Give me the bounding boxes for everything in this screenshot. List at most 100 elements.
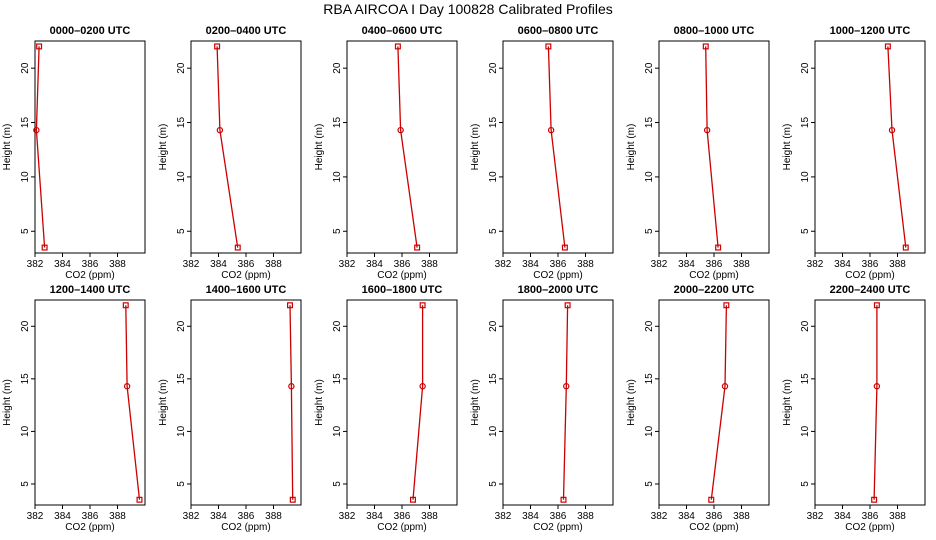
panel-11-point-marker — [721, 383, 729, 390]
panel-9-y-tick-label: 20 — [332, 320, 343, 332]
panel-9-frame — [346, 299, 458, 506]
panel-9-y-tick-label: 10 — [332, 425, 343, 437]
panel-10-y-tick-label: 5 — [488, 481, 499, 487]
panel-8-title: 1400–1600 UTC — [206, 284, 287, 296]
panel-2-y-tick-label: 20 — [176, 62, 187, 74]
panel-8-x-tick-label: 384 — [210, 511, 227, 522]
panel-2-point-marker — [214, 43, 221, 50]
panel-4-x-tick-label: 388 — [577, 259, 594, 270]
panel-8-y-tick-label: 15 — [176, 373, 187, 385]
panel-10-title: 1800–2000 UTC — [518, 284, 599, 296]
panel-11-y-tick-label: 20 — [644, 320, 655, 332]
panel-4-x-axis-label: CO2 (ppm) — [533, 270, 582, 281]
panel-10-y-axis-label: Height (m) — [470, 379, 481, 426]
panel-12-profile-line — [873, 305, 878, 500]
panel-1-title: 0000–0200 UTC — [50, 25, 131, 37]
panel-8-x-axis-label: CO2 (ppm) — [221, 522, 270, 533]
panel-1-x-tick-label: 384 — [54, 259, 71, 270]
panel-4-x-tick-label: 386 — [550, 259, 567, 270]
panel-2-x-tick-label: 386 — [238, 259, 255, 270]
panel-3-y-axis-label: Height (m) — [314, 124, 325, 171]
panel-9-y-tick-label: 5 — [332, 481, 343, 487]
panel-5-y-axis-label: Height (m) — [626, 124, 637, 171]
panel-5-x-tick-label: 382 — [651, 259, 668, 270]
panel-2-point-marker — [216, 126, 224, 134]
panel-3-y-tick-label: 5 — [332, 228, 343, 234]
panel-3-y-tick-label: 20 — [332, 62, 343, 74]
panel-1-y-tick-label: 20 — [20, 62, 31, 74]
panel-7-profile-line — [125, 305, 141, 500]
panel-10-frame — [502, 299, 614, 506]
panel-6-frame — [814, 40, 926, 254]
panel-4-profile-line — [547, 46, 566, 248]
panel-10-y-tick-label: 15 — [488, 373, 499, 385]
panel-7-point-marker — [122, 302, 129, 309]
panel-7-x-axis-label: CO2 (ppm) — [65, 522, 114, 533]
panel-3-profile-line — [397, 46, 418, 248]
panel-2-x-axis-label: CO2 (ppm) — [221, 270, 270, 281]
panel-11-profile-line — [710, 305, 728, 500]
panel-11-y-tick-label: 10 — [644, 425, 655, 437]
panel-11-x-tick-label: 388 — [733, 511, 750, 522]
panel-1-point-marker — [36, 43, 43, 50]
panel-5-point-marker — [703, 126, 711, 134]
panel-7-point-marker — [136, 496, 143, 503]
panel-9-point-marker — [410, 496, 417, 503]
panel-3-point-marker — [397, 126, 404, 134]
panel-4-y-axis-label: Height (m) — [470, 124, 481, 171]
panel-7-x-tick-label: 386 — [82, 511, 99, 522]
panel-8-x-tick-label: 382 — [183, 511, 200, 522]
panel-1-point-marker — [41, 244, 48, 251]
panel-8-y-tick-label: 5 — [176, 481, 187, 487]
panel-6-point-marker — [902, 244, 909, 251]
panel-6-y-tick-label: 5 — [800, 228, 811, 234]
panel-1-profile-line — [35, 46, 46, 248]
panel-11-y-axis-label: Height (m) — [626, 379, 637, 426]
panel-6-y-axis-label: Height (m) — [782, 124, 793, 171]
panel-2-y-tick-label: 5 — [176, 228, 187, 234]
panel-7-x-tick-label: 388 — [109, 511, 126, 522]
panel-10-y-tick-label: 20 — [488, 320, 499, 332]
panel-2-x-tick-label: 388 — [265, 259, 282, 270]
panel-10-point-marker — [560, 496, 567, 503]
panel-12-y-tick-label: 20 — [800, 320, 811, 332]
panel-9-x-tick-label: 384 — [366, 511, 383, 522]
panel-7-y-tick-label: 15 — [20, 373, 31, 385]
panel-12-title: 2200–2400 UTC — [830, 284, 911, 296]
panel-11-y-tick-label: 5 — [644, 481, 655, 487]
panel-11-x-tick-label: 384 — [678, 511, 695, 522]
panel-1-y-tick-label: 5 — [20, 228, 31, 234]
panel-8-y-tick-label: 10 — [176, 425, 187, 437]
panel-11-point-marker — [723, 302, 730, 309]
panel-2-point-marker — [234, 244, 241, 251]
panel-12-y-tick-label: 10 — [800, 425, 811, 437]
panel-3-x-tick-label: 388 — [421, 259, 438, 270]
panel-3-frame — [346, 40, 458, 254]
panel-6-profile-line — [887, 46, 907, 248]
panel-4-y-tick-label: 10 — [488, 171, 499, 183]
panel-12-y-axis-label: Height (m) — [782, 379, 793, 426]
panel-12-x-tick-label: 386 — [862, 511, 879, 522]
panel-10-x-tick-label: 386 — [550, 511, 567, 522]
panel-5-y-tick-label: 20 — [644, 62, 655, 74]
panel-6-y-tick-label: 10 — [800, 171, 811, 183]
panel-10-x-axis-label: CO2 (ppm) — [533, 522, 582, 533]
panel-4-y-tick-label: 5 — [488, 228, 499, 234]
panel-11-point-marker — [708, 496, 715, 503]
panel-1-y-tick-label: 10 — [20, 171, 31, 183]
panel-4-x-tick-label: 382 — [495, 259, 512, 270]
panel-5-y-tick-label: 10 — [644, 171, 655, 183]
panel-3-title: 0400–0600 UTC — [362, 25, 443, 37]
panel-2-x-tick-label: 382 — [183, 259, 200, 270]
panel-7-y-axis-label: Height (m) — [2, 379, 13, 426]
panel-6-x-tick-label: 382 — [807, 259, 824, 270]
panel-5-x-tick-label: 386 — [706, 259, 723, 270]
panel-9-point-marker — [419, 383, 426, 390]
panel-10-y-tick-label: 10 — [488, 425, 499, 437]
panel-12-x-axis-label: CO2 (ppm) — [845, 522, 894, 533]
panel-12-y-tick-label: 15 — [800, 373, 811, 385]
panel-7-point-marker — [123, 383, 131, 390]
panel-4-frame — [502, 40, 614, 254]
